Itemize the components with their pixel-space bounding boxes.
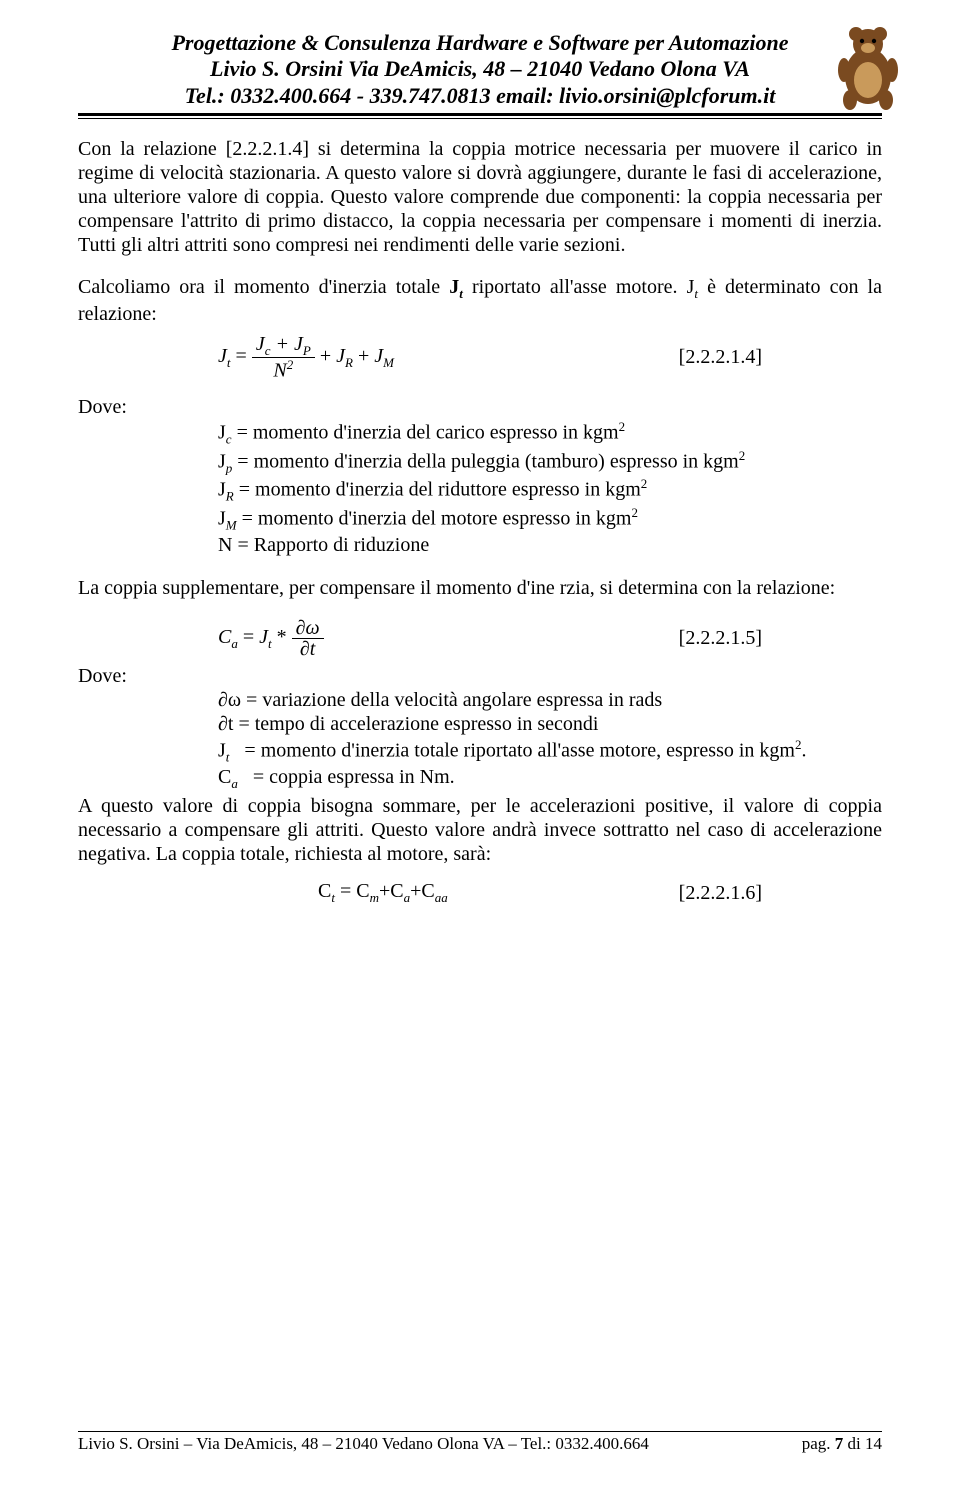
eq2-lhs-sub: a	[231, 636, 238, 651]
equation-3: Ct = Cm+Ca+Caa [2.2.2.1.6]	[78, 880, 882, 906]
eq3-number: [2.2.2.1.6]	[679, 882, 882, 905]
def1-5: N = Rapporto di riduzione	[218, 533, 882, 557]
eq1-num-a: J	[256, 333, 265, 355]
eq1-lhs-sub: t	[227, 355, 231, 370]
page-footer: Livio S. Orsini – Via DeAmicis, 48 – 210…	[78, 1431, 882, 1454]
footer-left: Livio S. Orsini – Via DeAmicis, 48 – 210…	[78, 1434, 649, 1454]
eq1-num-b-sub: P	[303, 343, 311, 358]
eq1-den-base: N	[273, 359, 286, 381]
eq2-num-sym: ∂ω	[292, 618, 324, 639]
eq2-rhs-a-sub: t	[268, 636, 272, 651]
paragraph-4: A questo valore di coppia bisogna sommar…	[78, 794, 882, 866]
eq2-den-sym: ∂t	[296, 639, 319, 659]
eq1-num-b: J	[294, 333, 303, 355]
def1-2: Jp = momento d'inerzia della puleggia (t…	[218, 448, 882, 477]
def1-1: Jc = momento d'inerzia del carico espres…	[218, 419, 882, 448]
eq1-number: [2.2.2.1.4]	[679, 346, 882, 369]
equation-1: Jt = Jc + JP N2 + JR + JM [2.2.2.1.4]	[78, 334, 882, 381]
def1-3: JR = momento d'inerzia del riduttore esp…	[218, 476, 882, 505]
dove-2: Dove:	[78, 665, 882, 688]
paragraph-1: Con la relazione [2.2.2.1.4] si determin…	[78, 137, 882, 257]
def2-1: ∂ω = variazione della velocità angolare …	[218, 688, 882, 712]
eq1-den-exp: 2	[287, 357, 294, 372]
eq2-rhs-a: J	[259, 626, 268, 648]
eq1-t2: J	[336, 345, 345, 367]
def2-3: Jt = momento d'inerzia totale riportato …	[218, 737, 882, 766]
paragraph-3: La coppia supplementare, per compensare …	[78, 576, 882, 600]
eq1-t3: J	[374, 345, 383, 367]
bear-logo	[826, 22, 910, 114]
header-line-1: Progettazione & Consulenza Hardware e So…	[78, 30, 882, 56]
page: Progettazione & Consulenza Hardware e So…	[0, 0, 960, 948]
def2-2: ∂t = tempo di accelerazione espresso in …	[218, 712, 882, 736]
paragraph-2: Calcoliamo ora il momento d'inerzia tota…	[78, 275, 882, 326]
page-header: Progettazione & Consulenza Hardware e So…	[78, 30, 882, 119]
eq1-num-a-sub: c	[265, 343, 271, 358]
def1-4: JM = momento d'inerzia del motore espres…	[218, 505, 882, 534]
header-line-2: Livio S. Orsini Via DeAmicis, 48 – 21040…	[78, 56, 882, 82]
definitions-2: Dove: ∂ω = variazione della velocità ang…	[78, 665, 882, 792]
header-line-3: Tel.: 0332.400.664 - 339.747.0813 email:…	[78, 83, 882, 109]
paragraph-2-b: riportato all'asse motore. J	[463, 276, 695, 298]
eq2-number: [2.2.2.1.5]	[679, 627, 882, 650]
dove-1: Dove:	[78, 396, 882, 419]
def2-4: Ca = coppia espressa in Nm.	[218, 765, 882, 792]
eq3-text: Ct = Cm+Ca+Caa	[318, 880, 448, 906]
header-rule-thin	[78, 118, 882, 119]
definitions-1: Dove: Jc = momento d'inerzia del carico …	[78, 396, 882, 557]
paragraph-2-a: Calcoliamo ora il momento d'inerzia tota…	[78, 276, 449, 298]
footer-rule	[78, 1431, 882, 1432]
equation-2: Ca = Jt * ∂ω ∂t [2.2.2.1.5]	[78, 618, 882, 659]
footer-right: pag. 7 di 14	[802, 1434, 882, 1454]
header-rule-heavy	[78, 113, 882, 116]
eq1-t2-sub: R	[345, 355, 353, 370]
eq1-t3-sub: M	[383, 355, 394, 370]
eq2-lhs-base: C	[218, 626, 231, 648]
eq1-lhs-base: J	[218, 345, 227, 367]
